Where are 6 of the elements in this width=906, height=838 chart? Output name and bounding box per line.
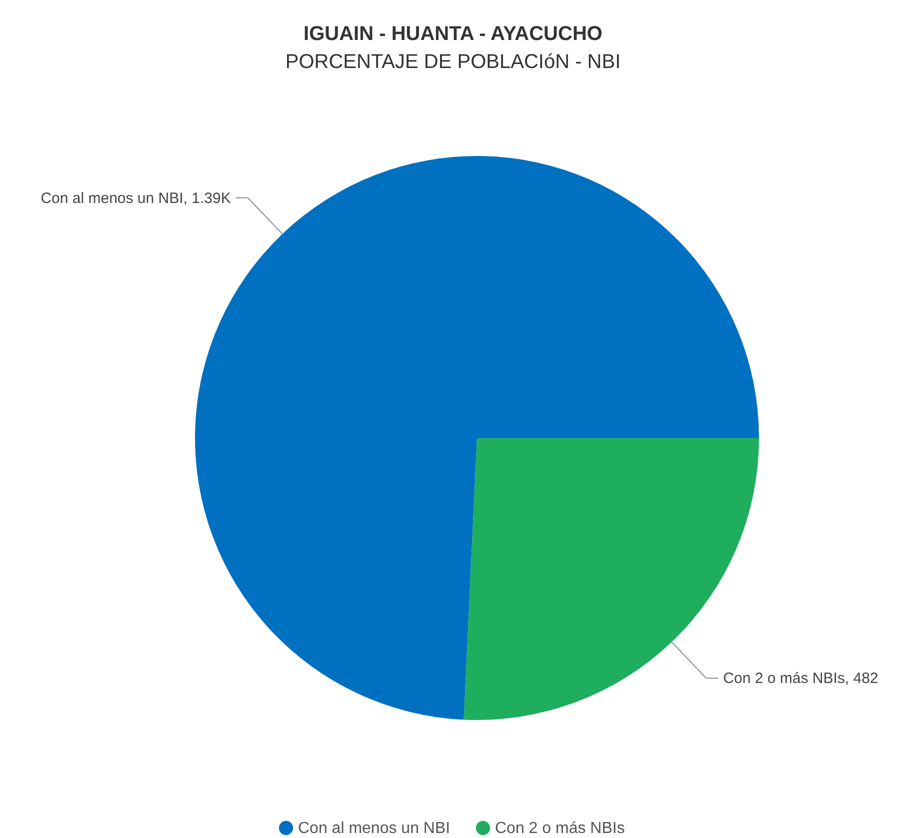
- chart-subtitle: PORCENTAJE DE POBLACIóN - NBI: [285, 51, 621, 73]
- data-label: Con 2 o más NBIs, 482: [723, 670, 878, 688]
- chart-title: IGUAIN - HUANTA - AYACUCHO: [304, 23, 602, 45]
- data-label: Con al menos un NBI, 1.39K: [40, 190, 231, 207]
- legend-label: Con al menos un NBI: [298, 820, 450, 837]
- legend-label: Con 2 o más NBIs: [495, 820, 625, 837]
